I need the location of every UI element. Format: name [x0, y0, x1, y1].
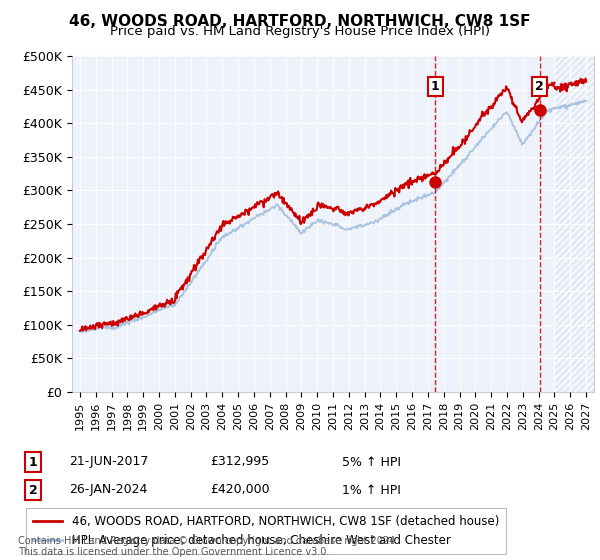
Legend: 46, WOODS ROAD, HARTFORD, NORTHWICH, CW8 1SF (detached house), HPI: Average pric: 46, WOODS ROAD, HARTFORD, NORTHWICH, CW8…: [26, 508, 506, 554]
Text: 2: 2: [535, 80, 544, 93]
Text: £420,000: £420,000: [210, 483, 269, 497]
Text: 1: 1: [29, 455, 37, 469]
Text: 21-JUN-2017: 21-JUN-2017: [69, 455, 148, 469]
Bar: [554, 56, 594, 392]
Text: 2: 2: [29, 483, 37, 497]
Text: 46, WOODS ROAD, HARTFORD, NORTHWICH, CW8 1SF: 46, WOODS ROAD, HARTFORD, NORTHWICH, CW8…: [69, 14, 531, 29]
Text: Contains HM Land Registry data © Crown copyright and database right 2024.
This d: Contains HM Land Registry data © Crown c…: [18, 535, 398, 557]
Text: 26-JAN-2024: 26-JAN-2024: [69, 483, 148, 497]
Text: 1: 1: [431, 80, 440, 93]
Bar: [554, 56, 594, 392]
Text: £312,995: £312,995: [210, 455, 269, 469]
Text: 1% ↑ HPI: 1% ↑ HPI: [342, 483, 401, 497]
Text: Price paid vs. HM Land Registry's House Price Index (HPI): Price paid vs. HM Land Registry's House …: [110, 25, 490, 38]
Text: 5% ↑ HPI: 5% ↑ HPI: [342, 455, 401, 469]
